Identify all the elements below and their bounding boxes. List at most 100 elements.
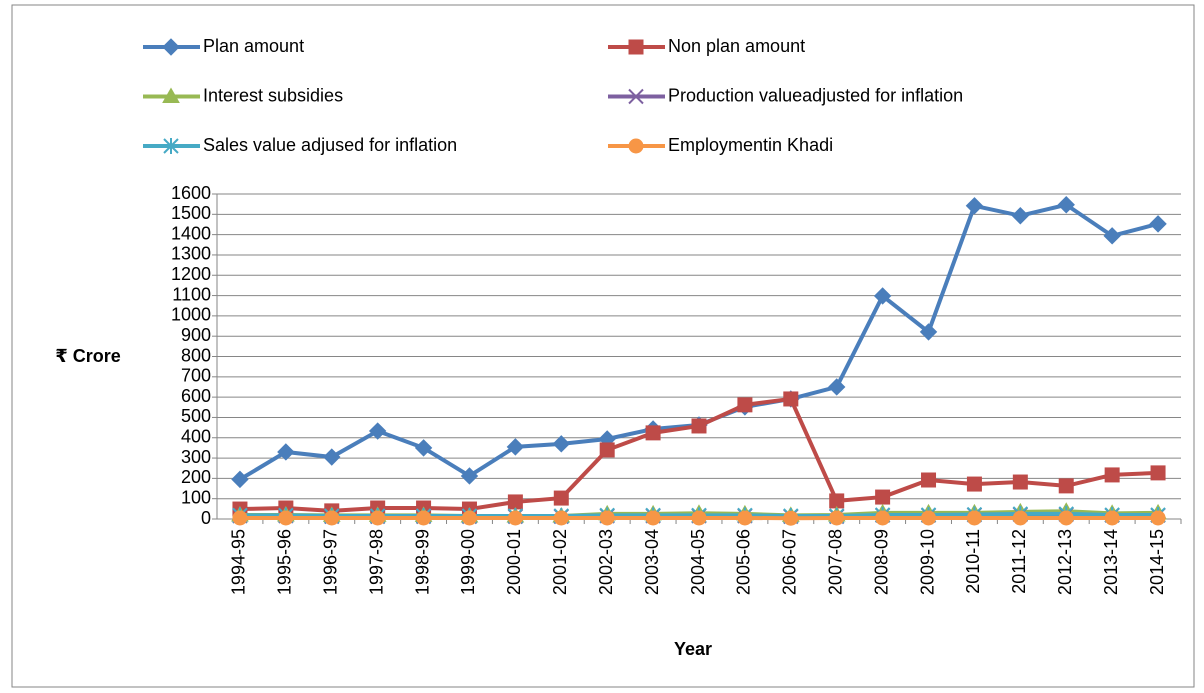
chart-border	[11, 4, 1195, 688]
x-tick-label: 1999-00	[458, 529, 478, 595]
y-tick-label: 1400	[171, 223, 211, 243]
marker	[875, 510, 891, 526]
marker	[1104, 510, 1120, 526]
legend-label: Non plan amount	[668, 36, 805, 56]
y-tick-label: 1000	[171, 305, 211, 325]
x-tick-label: 2006-07	[780, 529, 800, 595]
y-tick-label: 900	[181, 325, 211, 345]
marker	[645, 425, 661, 441]
marker	[277, 443, 295, 461]
y-tick-label: 800	[181, 345, 211, 365]
x-tick-label: 2014-15	[1147, 529, 1167, 595]
marker	[599, 442, 615, 458]
marker	[163, 138, 179, 154]
y-tick-label: 100	[181, 487, 211, 507]
marker	[829, 493, 845, 509]
y-tick-label: 200	[181, 467, 211, 487]
x-tick-label: 2000-01	[504, 529, 524, 595]
marker	[1058, 510, 1074, 526]
marker	[737, 510, 753, 526]
series	[232, 510, 1166, 526]
marker	[416, 510, 432, 526]
marker	[323, 448, 341, 466]
legend-label: Interest subsidies	[203, 85, 343, 105]
marker	[507, 494, 523, 510]
marker	[324, 510, 340, 526]
marker	[278, 510, 294, 526]
marker	[461, 510, 477, 526]
marker	[1104, 467, 1120, 483]
x-tick-label: 2010-11	[963, 529, 983, 594]
marker	[1058, 478, 1074, 494]
marker	[691, 418, 707, 434]
marker	[553, 510, 569, 526]
marker	[628, 138, 644, 154]
marker	[1150, 465, 1166, 481]
marker	[628, 39, 644, 55]
x-tick-label: 2012-13	[1055, 529, 1075, 595]
x-tick-label: 2009-10	[917, 529, 937, 595]
y-tick-label: 0	[201, 508, 211, 528]
y-tick-label: 1300	[171, 244, 211, 264]
marker	[599, 510, 615, 526]
legend-label: Sales value adjused for inflation	[203, 135, 457, 155]
x-axis-label: Year	[674, 639, 712, 659]
y-tick-label: 1100	[172, 284, 211, 304]
y-axis-label: ₹ Crore	[55, 346, 121, 366]
marker	[553, 490, 569, 506]
x-tick-label: 1997-98	[366, 529, 386, 595]
x-tick-label: 2008-09	[871, 529, 891, 595]
marker	[1103, 227, 1121, 245]
marker	[1057, 196, 1075, 214]
marker	[829, 510, 845, 526]
legend-label: Employmentin Khadi	[668, 135, 833, 155]
x-tick-label: 1996-97	[321, 529, 341, 595]
marker	[921, 510, 937, 526]
x-tick-label: 2001-02	[550, 529, 570, 595]
marker	[162, 87, 180, 103]
marker	[460, 467, 479, 485]
marker	[370, 510, 386, 526]
marker	[737, 397, 753, 413]
marker	[873, 287, 892, 305]
marker	[231, 470, 249, 489]
marker	[691, 510, 707, 526]
y-tick-label: 600	[181, 386, 211, 406]
marker	[828, 378, 846, 396]
marker	[162, 38, 180, 56]
y-tick-label: 400	[181, 427, 211, 447]
marker	[875, 489, 891, 505]
x-tick-label: 2002-03	[596, 529, 616, 595]
x-tick-label: 2007-08	[825, 529, 845, 595]
marker	[368, 422, 387, 440]
marker	[966, 510, 982, 526]
marker	[1149, 215, 1167, 233]
marker	[1012, 510, 1028, 526]
x-tick-label: 2011-12	[1009, 529, 1029, 594]
marker	[1150, 510, 1166, 526]
y-tick-label: 1500	[171, 203, 211, 223]
marker	[919, 323, 938, 341]
marker	[552, 435, 570, 453]
marker	[628, 88, 644, 105]
x-tick-label: 2004-05	[688, 529, 708, 595]
x-tick-label: 1998-99	[412, 529, 432, 595]
marker	[232, 510, 248, 526]
y-tick-label: 1600	[171, 183, 211, 203]
marker	[414, 439, 433, 457]
marker	[783, 391, 799, 407]
x-tick-label: 2005-06	[734, 529, 754, 595]
x-tick-label: 1995-96	[275, 529, 295, 595]
marker	[507, 510, 523, 526]
marker	[783, 510, 799, 526]
marker	[1011, 207, 1030, 225]
y-tick-label: 1200	[171, 264, 211, 284]
y-tick-label: 700	[181, 366, 211, 386]
marker	[506, 438, 525, 456]
x-tick-label: 2003-04	[642, 529, 662, 595]
marker	[965, 197, 984, 215]
marker	[921, 472, 937, 488]
y-tick-label: 500	[181, 406, 211, 426]
x-tick-label: 1994-95	[229, 529, 249, 595]
